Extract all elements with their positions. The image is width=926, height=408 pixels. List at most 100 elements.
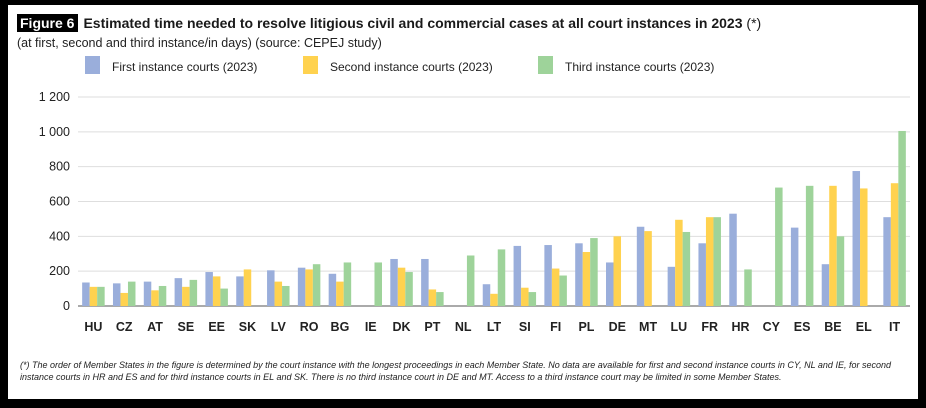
chart-subtitle: (at first, second and third instance/in … bbox=[17, 36, 382, 50]
y-tick-label: 200 bbox=[49, 264, 70, 278]
bar-be-3 bbox=[836, 236, 845, 306]
bar-lt-3 bbox=[497, 249, 506, 306]
bar-it-3 bbox=[898, 130, 906, 306]
y-tick-label: 0 bbox=[63, 299, 70, 313]
bar-lt-1 bbox=[482, 284, 491, 306]
x-axis-labels: HU CZ AT SE EE SK LV RO BG IE DK PT NL LT SI FI PL DE MT LU… bbox=[84, 320, 900, 334]
x-tick-label: CZ bbox=[116, 320, 133, 334]
bar-pl-2 bbox=[582, 252, 591, 306]
bar-hu-1 bbox=[82, 282, 90, 306]
bar-dk-1 bbox=[390, 258, 398, 306]
x-tick-label: DE bbox=[609, 320, 626, 334]
bar-at-3 bbox=[158, 285, 167, 306]
bar-cz-1 bbox=[112, 283, 121, 306]
bar-de-1 bbox=[606, 262, 614, 306]
bar-be-2 bbox=[829, 185, 837, 306]
legend: First instance courts (2023) Second insta… bbox=[85, 56, 714, 74]
bar-si-3 bbox=[528, 292, 537, 306]
bar-at-2 bbox=[151, 290, 159, 306]
x-tick-label: PL bbox=[578, 320, 594, 334]
bar-fi-2 bbox=[551, 268, 560, 306]
legend-label: Third instance courts (2023) bbox=[565, 60, 714, 74]
bar-chart: 0 200 400 600 800 1 000 1 200 HU CZ AT SE EE SK LV RO… bbox=[39, 56, 910, 334]
bar-lt-2 bbox=[490, 293, 498, 306]
bar-fr-1 bbox=[698, 243, 706, 306]
legend-label: Second instance courts (2023) bbox=[330, 60, 493, 74]
bar-ro-1 bbox=[297, 267, 306, 306]
gridlines bbox=[78, 96, 910, 307]
x-tick-label: CY bbox=[763, 320, 781, 334]
bar-bg-2 bbox=[336, 281, 344, 306]
chart-title: Figure 6 Estimated time needed to resolve… bbox=[17, 14, 762, 32]
x-tick-label: PT bbox=[424, 320, 440, 334]
y-tick-label: 1 200 bbox=[39, 90, 70, 104]
bar-at-1 bbox=[143, 281, 152, 306]
figure-frame: Figure 6 Estimated time needed to resolve… bbox=[8, 5, 918, 399]
figure-label: Figure 6 bbox=[17, 14, 79, 32]
bar-hu-3 bbox=[97, 286, 105, 306]
bar-fi-3 bbox=[559, 275, 567, 306]
bar-ee-2 bbox=[212, 276, 221, 306]
bar-de-2 bbox=[613, 236, 622, 306]
y-axis-ticks: 0 200 400 600 800 1 000 1 200 bbox=[39, 90, 70, 313]
y-tick-label: 600 bbox=[49, 195, 70, 209]
bar-lu-2 bbox=[675, 219, 683, 306]
x-tick-label: HU bbox=[84, 320, 102, 334]
footnote: (*) The order of Member States in the fi… bbox=[20, 360, 891, 382]
x-tick-label: FI bbox=[550, 320, 561, 334]
x-tick-label: NL bbox=[455, 320, 472, 334]
x-tick-label: IT bbox=[889, 320, 900, 334]
x-tick-label: SK bbox=[239, 320, 256, 334]
x-tick-label: ES bbox=[794, 320, 811, 334]
bar-el-1 bbox=[852, 171, 861, 306]
x-tick-label: LV bbox=[271, 320, 287, 334]
bar-lu-3 bbox=[682, 231, 691, 306]
bar-el-2 bbox=[860, 188, 868, 306]
bar-pl-3 bbox=[590, 238, 598, 306]
title-note: (*) bbox=[746, 15, 762, 31]
bar-bg-3 bbox=[343, 262, 352, 306]
bar-ie-3 bbox=[374, 262, 382, 306]
x-tick-label: HR bbox=[731, 320, 749, 334]
x-tick-label: DK bbox=[393, 320, 411, 334]
y-tick-label: 800 bbox=[49, 160, 70, 174]
bar-si-2 bbox=[521, 287, 529, 306]
bar-pt-2 bbox=[428, 289, 437, 306]
bar-hr-3 bbox=[744, 269, 752, 306]
bar-lv-1 bbox=[267, 270, 275, 306]
bar-hu-2 bbox=[89, 286, 98, 306]
y-tick-label: 400 bbox=[49, 229, 70, 243]
bars bbox=[82, 130, 906, 306]
legend-swatch bbox=[538, 56, 553, 74]
bar-cz-2 bbox=[120, 292, 128, 306]
bar-ee-3 bbox=[220, 288, 228, 306]
bar-hr-1 bbox=[729, 213, 737, 306]
bar-dk-2 bbox=[397, 267, 406, 306]
bar-cz-3 bbox=[127, 281, 136, 306]
y-tick-label: 1 000 bbox=[39, 125, 70, 139]
bar-mt-2 bbox=[644, 231, 652, 306]
bar-si-1 bbox=[513, 245, 522, 306]
bar-sk-1 bbox=[236, 276, 244, 306]
bar-it-1 bbox=[883, 217, 891, 306]
bar-sk-2 bbox=[243, 269, 252, 306]
bar-it-2 bbox=[890, 183, 899, 306]
bar-nl-3 bbox=[466, 255, 475, 306]
x-tick-label: BE bbox=[824, 320, 841, 334]
bar-pl-1 bbox=[575, 243, 583, 306]
x-tick-label: MT bbox=[639, 320, 657, 334]
x-tick-label: EL bbox=[856, 320, 872, 334]
x-tick-label: EE bbox=[208, 320, 225, 334]
bar-fi-1 bbox=[544, 245, 552, 306]
x-tick-label: SI bbox=[519, 320, 531, 334]
legend-swatch bbox=[303, 56, 318, 74]
bar-fr-3 bbox=[713, 217, 721, 306]
bar-ro-3 bbox=[312, 264, 321, 306]
x-tick-label: SE bbox=[178, 320, 195, 334]
title-text: Estimated time needed to resolve litigio… bbox=[83, 15, 743, 31]
bar-se-2 bbox=[182, 286, 190, 306]
bar-es-3 bbox=[805, 185, 814, 306]
bar-ro-2 bbox=[305, 269, 313, 306]
bar-dk-3 bbox=[405, 272, 413, 306]
bar-bg-1 bbox=[328, 273, 337, 306]
